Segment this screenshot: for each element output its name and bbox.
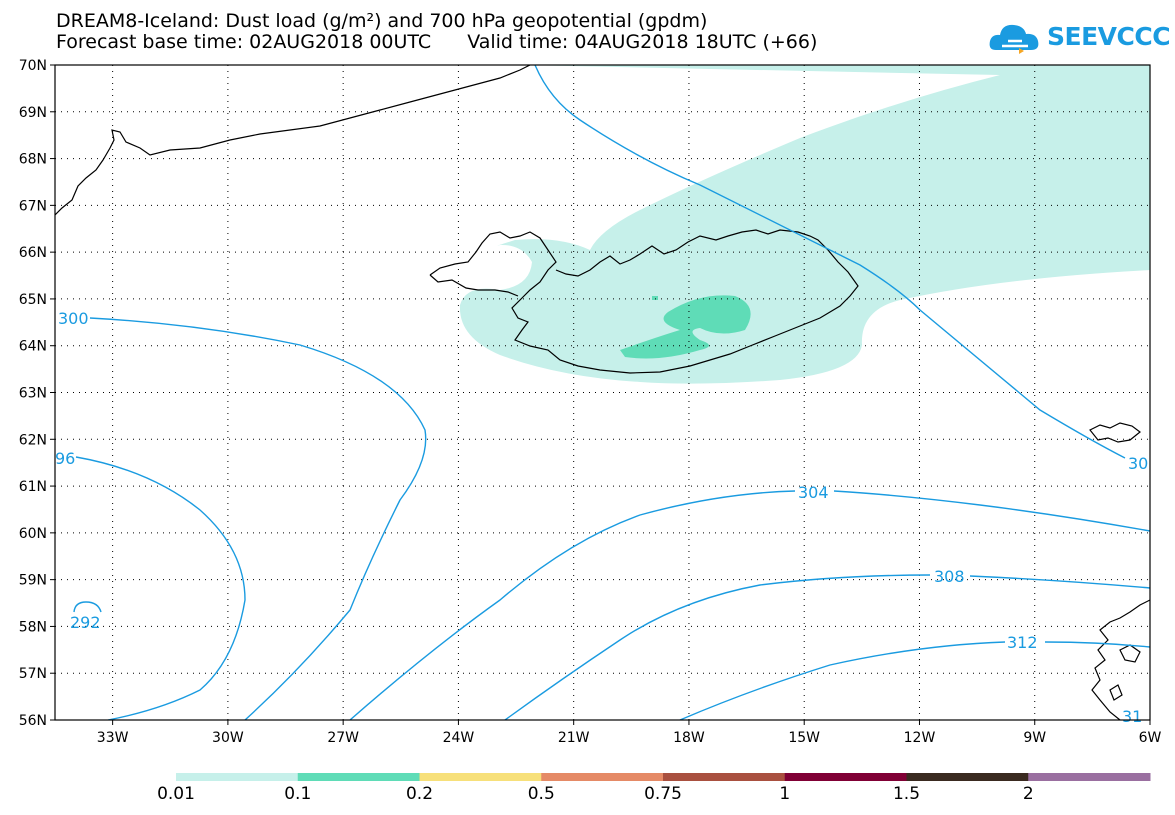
map-subtitle: Forecast base time: 02AUG2018 00UTC Valid… bbox=[56, 32, 817, 52]
contour-308 bbox=[504, 574, 1150, 720]
contour-300 bbox=[89, 317, 427, 720]
scotland-coast bbox=[1091, 599, 1150, 720]
lon-label: 30W bbox=[212, 730, 244, 746]
lat-label: 60N bbox=[19, 526, 47, 542]
lat-label: 69N bbox=[19, 105, 47, 121]
lat-label: 59N bbox=[19, 573, 47, 589]
lat-label: 66N bbox=[19, 245, 47, 261]
coastlines bbox=[55, 65, 1150, 720]
dust-speck bbox=[652, 296, 658, 300]
contour-312 bbox=[679, 641, 1150, 720]
contour-label: 308 bbox=[934, 567, 965, 586]
dust-area-0.1 bbox=[620, 295, 751, 359]
colorbar-label: 1.5 bbox=[892, 784, 921, 804]
lat-label: 67N bbox=[19, 198, 47, 214]
dust-area-0.01 bbox=[459, 65, 1150, 384]
lon-label: 12W bbox=[904, 730, 936, 746]
contour-label: 30 bbox=[1128, 454, 1148, 473]
contour-label: 312 bbox=[1007, 633, 1038, 652]
lon-label: 6W bbox=[1139, 730, 1162, 746]
colorbar bbox=[176, 773, 1151, 781]
lon-label: 18W bbox=[673, 730, 705, 746]
longitude-labels: 33W 30W 27W 24W 21W 18W 15W 12W 9W 6W bbox=[97, 720, 1162, 746]
contour-label: 31 bbox=[1122, 707, 1142, 726]
colorbar-segment bbox=[1028, 773, 1151, 781]
hebrides bbox=[1109, 684, 1123, 701]
lon-label: 21W bbox=[558, 730, 590, 746]
valid-time: Valid time: 04AUG2018 18UTC (+66) bbox=[467, 31, 818, 53]
lon-label: 15W bbox=[788, 730, 820, 746]
lat-label: 65N bbox=[19, 292, 47, 308]
colorbar-label: 0.5 bbox=[527, 784, 555, 804]
lon-label: 9W bbox=[1023, 730, 1046, 746]
seevccc-logo bbox=[989, 24, 1039, 54]
lat-label: 56N bbox=[19, 713, 47, 729]
contour-ridge bbox=[534, 65, 1126, 459]
geopotential-contours bbox=[73, 65, 1150, 720]
iceland-westfjords bbox=[429, 274, 519, 297]
cloud-icon bbox=[989, 24, 1039, 50]
latitude-labels: 70N 69N 68N 67N 66N 65N 64N 63N 62N 61N 60N 59N 58N 5… bbox=[19, 58, 55, 729]
lat-label: 61N bbox=[19, 479, 47, 495]
logo-text: SEEVCCC bbox=[1047, 22, 1171, 51]
colorbar-segment bbox=[906, 773, 1029, 781]
greenland-coast bbox=[55, 65, 531, 216]
lat-label: 63N bbox=[19, 386, 47, 402]
colorbar-label: 0.01 bbox=[157, 784, 195, 804]
contour-labels: 300 96 304 308 292 312 30 31 bbox=[55, 309, 1148, 726]
colorbar-segment bbox=[541, 773, 664, 781]
lon-label: 27W bbox=[327, 730, 359, 746]
contour-label: 300 bbox=[58, 309, 89, 328]
colorbar-label: 0.2 bbox=[405, 784, 434, 804]
graticule bbox=[55, 65, 1150, 720]
lon-label: 33W bbox=[97, 730, 129, 746]
contour-292 bbox=[73, 601, 102, 613]
map-title: DREAM8-Iceland: Dust load (g/m²) and 700… bbox=[56, 10, 708, 32]
lat-label: 62N bbox=[19, 432, 47, 448]
contour-label: 304 bbox=[798, 483, 829, 502]
contour-label: 96 bbox=[55, 449, 75, 468]
colorbar-label: 0.75 bbox=[644, 784, 682, 804]
faroe-islands bbox=[1089, 422, 1141, 443]
colorbar-segment bbox=[176, 773, 299, 781]
contour-296 bbox=[75, 456, 246, 720]
colorbar-label: 1 bbox=[779, 784, 791, 804]
lat-label: 70N bbox=[19, 58, 47, 74]
forecast-base-time: Forecast base time: 02AUG2018 00UTC bbox=[56, 31, 432, 53]
lat-label: 58N bbox=[19, 619, 47, 635]
iceland-coast bbox=[429, 229, 859, 374]
colorbar-label: 0.1 bbox=[284, 784, 312, 804]
colorbar-label: 2 bbox=[1022, 784, 1034, 804]
lat-label: 57N bbox=[19, 666, 47, 682]
colorbar-segment bbox=[419, 773, 542, 781]
contour-304 bbox=[349, 490, 1150, 720]
colorbar-segment bbox=[784, 773, 907, 781]
lat-label: 64N bbox=[19, 339, 47, 355]
scotland-islands bbox=[1119, 644, 1141, 663]
colorbar-segment bbox=[663, 773, 786, 781]
lon-label: 24W bbox=[443, 730, 475, 746]
contour-label: 292 bbox=[70, 613, 101, 632]
dust-shading bbox=[459, 65, 1150, 384]
lat-label: 68N bbox=[19, 152, 47, 168]
colorbar-segment bbox=[297, 773, 420, 781]
